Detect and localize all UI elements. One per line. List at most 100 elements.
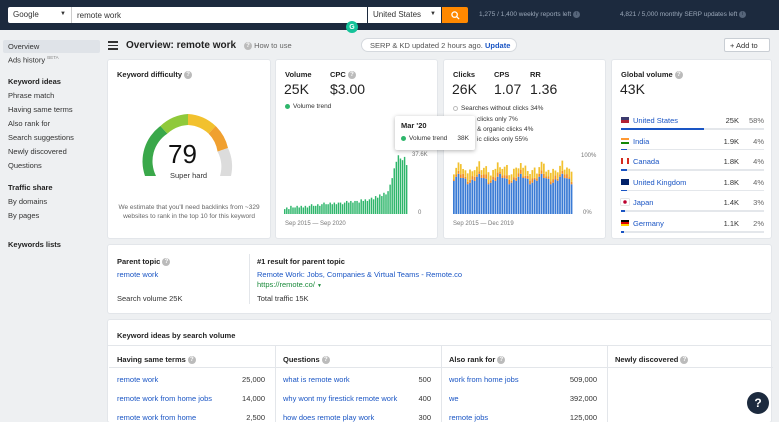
help-circle-icon[interactable]: ? [321, 356, 330, 365]
search-engine-select[interactable]: Google ▼ [8, 7, 72, 23]
keyword-column-heading-label: Having same terms [117, 355, 186, 364]
clicks-bar-organic [524, 178, 527, 214]
help-circle-icon[interactable]: ? [187, 356, 196, 365]
clicks-bar-paid [503, 175, 506, 179]
clicks-bar-paid [563, 174, 566, 179]
jp-flag-icon [621, 199, 629, 206]
sidebar-item-overview[interactable]: Overview [3, 40, 100, 53]
keyword-idea-link[interactable]: remote work from home jobs [117, 394, 213, 403]
volume-bar [327, 204, 329, 214]
keyword-idea-link[interactable]: what is remote work [283, 375, 350, 384]
sidebar-item-by-domains[interactable]: By domains [8, 197, 48, 206]
clicks-bar-paid [566, 174, 568, 179]
sidebar-item-also-rank-for[interactable]: Also rank for [8, 119, 51, 128]
country-name-link[interactable]: India [633, 136, 650, 146]
volume-bar [308, 205, 311, 214]
sidebar-item-phrase-match[interactable]: Phrase match [8, 91, 55, 100]
help-circle-icon[interactable]: ? [162, 258, 171, 267]
clicks-bar-organic [519, 173, 522, 214]
rr-value: 1.36 [530, 81, 558, 97]
top-result-url[interactable]: https://remote.co/ ▼ [257, 280, 322, 289]
keyword-idea-volume: 300 [418, 413, 431, 422]
country-share: 4% [753, 136, 764, 146]
volume-bar [288, 209, 290, 214]
menu-icon[interactable] [108, 41, 118, 50]
keyword-search-input[interactable] [72, 7, 367, 23]
sidebar-item-by-pages[interactable]: By pages [8, 211, 40, 220]
keyword-idea-volume: 125,000 [569, 413, 597, 422]
uk-flag-icon [621, 178, 629, 185]
country-name-link[interactable]: United States [633, 116, 679, 125]
clicks-bar-organic [453, 181, 455, 214]
keyword-idea-link[interactable]: remote work from home [117, 413, 197, 422]
tooltip-value: 38K [457, 135, 469, 142]
clicks-breakdown-row: & organic clicks 4% [477, 126, 534, 133]
chevron-down-icon: ▼ [430, 11, 436, 17]
top-result-url-text: https://remote.co/ [257, 280, 315, 289]
clicks-trend-chart[interactable] [453, 154, 573, 214]
add-to-button[interactable]: + Add to [724, 38, 770, 52]
sidebar-item-keywords-lists[interactable]: Keywords lists [8, 240, 61, 249]
country-name-link[interactable]: Germany [633, 219, 664, 228]
clicks-breakdown-row: Searches without clicks 34% [453, 105, 543, 112]
help-chat-button[interactable]: ? [747, 392, 769, 414]
sidebar-item-having-same-terms[interactable]: Having same terms [8, 105, 73, 114]
keyword-idea-link[interactable]: why wont my firestick remote work [283, 394, 398, 403]
keyword-idea-link[interactable]: remote work [117, 375, 159, 384]
top-result-title-link[interactable]: Remote Work: Jobs, Companies & Virtual T… [257, 270, 463, 279]
country-select[interactable]: United States ▼ [368, 7, 441, 23]
keyword-idea-link[interactable]: work from home jobs [449, 375, 519, 384]
kd-title-label: Keyword difficulty [117, 70, 183, 79]
keyword-idea-link[interactable]: remote jobs [449, 413, 489, 422]
grammarly-icon[interactable]: G [346, 21, 358, 33]
info-icon[interactable]: i [572, 11, 580, 18]
volume-bar [366, 200, 369, 214]
keyword-idea-link[interactable]: we [449, 394, 459, 403]
help-circle-icon[interactable]: ? [497, 356, 506, 365]
clicks-bar-both [529, 174, 531, 181]
keyword-idea-link[interactable]: how does remote play work [283, 413, 375, 422]
sidebar-item-newly-discovered[interactable]: Newly discovered [8, 147, 67, 156]
clicks-bar-paid [529, 180, 531, 185]
how-to-use-link[interactable]: ? How to use [244, 41, 292, 51]
help-circle-icon[interactable]: ? [347, 71, 356, 80]
clicks-bar-organic [552, 182, 554, 214]
country-share-bar-fill [621, 148, 627, 151]
updated-text: SERP & KD updated 2 hours ago. [370, 41, 483, 50]
help-circle-icon[interactable]: ? [674, 71, 683, 80]
country-row: United States 25K 58% [621, 114, 764, 128]
kd-gauge-segment-yellow [188, 114, 216, 134]
update-link[interactable]: Update [484, 41, 511, 50]
country-name-link[interactable]: Japan [633, 198, 654, 208]
sidebar-item-label: Ads history [8, 55, 46, 65]
keyword-difficulty-card [108, 60, 270, 238]
clicks-bar-organic [483, 178, 485, 214]
reports-quota-text: 1,275 / 1,400 weekly reports left [479, 11, 572, 19]
sidebar-item-questions[interactable]: Questions [8, 161, 42, 170]
clicks-bar-paid [515, 177, 518, 181]
clicks-bar-paid [510, 180, 513, 183]
parent-topic-link[interactable]: remote work [117, 270, 159, 279]
sidebar-item-ads-history[interactable]: Ads history BETA [8, 55, 59, 65]
volume-bar [341, 204, 344, 214]
search-button[interactable] [442, 7, 468, 23]
volume-bar [319, 205, 321, 214]
help-circle-icon[interactable]: ? [184, 71, 193, 80]
sidebar-item-search-suggestions[interactable]: Search suggestions [8, 133, 74, 142]
info-icon[interactable]: i [739, 11, 747, 18]
chevron-down-icon: ▼ [60, 11, 66, 17]
clicks-bar-organic [570, 184, 573, 214]
clicks-x-end: Dec 2019 [488, 221, 514, 227]
clicks-bar-organic [568, 178, 571, 214]
country-name-link[interactable]: Canada [633, 157, 660, 167]
volume-trend-chart[interactable] [284, 152, 408, 214]
kd-title: Keyword difficulty ? [117, 70, 193, 80]
country-row: Canada 1.8K 4% [621, 155, 764, 169]
global-volume-title-label: Global volume [621, 70, 673, 79]
volume-x-start: Sep 2015 [285, 221, 311, 227]
help-circle-icon[interactable]: ? [680, 356, 689, 365]
country-name-link[interactable]: United Kingdom [633, 177, 687, 187]
clicks-bar-both [480, 170, 483, 175]
volume-bar [399, 158, 402, 214]
clicks-bar-organic [478, 173, 481, 214]
